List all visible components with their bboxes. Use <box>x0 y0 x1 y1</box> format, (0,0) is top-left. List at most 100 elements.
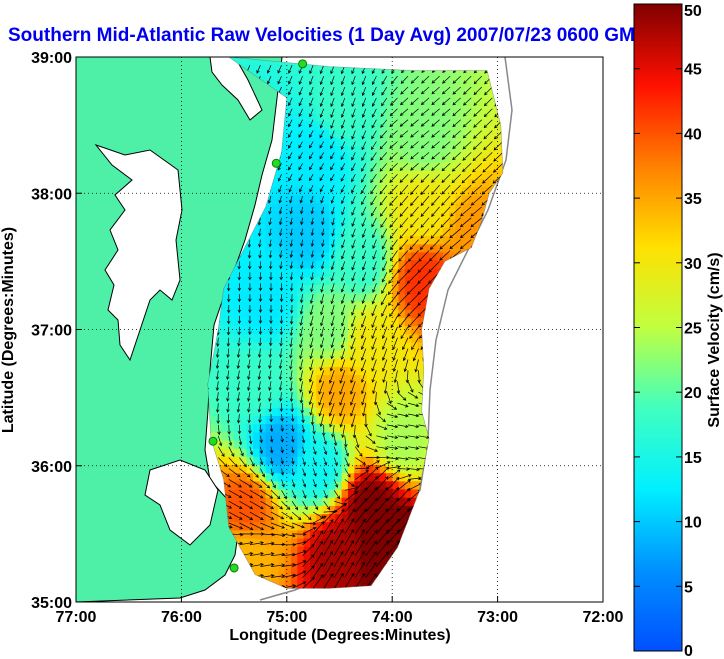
speed-cell <box>291 407 298 416</box>
velocity-arrow <box>217 435 223 447</box>
speed-cell <box>265 480 273 490</box>
velocity-arrow <box>309 348 314 360</box>
velocity-arrow <box>333 490 340 500</box>
speed-cell <box>322 186 330 196</box>
speed-cell <box>303 145 311 155</box>
speed-cell <box>310 488 317 498</box>
speed-cell <box>493 112 501 122</box>
velocity-arrow <box>344 435 348 448</box>
speed-cell <box>234 317 241 326</box>
speed-cell <box>366 407 374 416</box>
speed-cell <box>246 521 254 531</box>
speed-cell <box>310 382 317 392</box>
speed-cell <box>341 448 349 457</box>
velocity-arrow <box>399 163 409 171</box>
speed-cell <box>246 439 254 449</box>
speed-cell <box>303 578 311 588</box>
velocity-arrow <box>372 283 377 293</box>
speed-cell <box>316 227 324 237</box>
speed-cell <box>347 505 355 515</box>
velocity-arrow <box>330 184 335 193</box>
velocity-arrow <box>420 119 430 127</box>
speed-cell <box>272 268 279 277</box>
speed-cell <box>354 448 362 457</box>
speed-cell <box>253 251 260 261</box>
speed-cell <box>474 96 482 106</box>
speed-cell <box>316 88 324 98</box>
speed-cell <box>442 186 450 196</box>
velocity-arrow <box>321 228 325 237</box>
speed-cell <box>221 390 229 400</box>
speed-cell <box>303 358 311 367</box>
speed-cell <box>379 513 387 523</box>
velocity-arrow <box>399 228 409 239</box>
speed-cell <box>329 145 336 155</box>
speed-cell <box>354 382 362 392</box>
speed-cell <box>341 292 349 302</box>
speed-cell <box>329 497 336 506</box>
speed-cell <box>392 235 400 245</box>
speed-cell <box>373 358 381 367</box>
speed-cell <box>373 284 381 294</box>
velocity-arrow <box>350 370 356 384</box>
speed-cell <box>316 211 324 220</box>
speed-cell <box>221 349 229 359</box>
velocity-arrow <box>331 239 335 248</box>
velocity-arrow <box>441 97 451 106</box>
speed-cell <box>297 227 305 237</box>
velocity-arrow <box>259 457 264 466</box>
velocity-arrow <box>407 446 420 450</box>
speed-cell <box>303 72 311 81</box>
speed-cell <box>398 227 406 237</box>
speed-cell <box>436 219 444 228</box>
velocity-arrow <box>341 424 346 439</box>
speed-cell <box>442 145 450 155</box>
velocity-arrow <box>319 337 325 349</box>
speed-cell <box>265 390 273 400</box>
velocity-arrow <box>298 86 303 96</box>
speed-cell <box>423 96 431 106</box>
velocity-arrow <box>398 250 409 262</box>
speed-cell <box>366 137 374 147</box>
velocity-arrow <box>302 576 315 589</box>
speed-cell <box>461 211 469 220</box>
speed-cell <box>360 170 368 179</box>
speed-cell <box>322 153 330 163</box>
velocity-arrow <box>365 446 378 452</box>
speed-cell <box>284 423 292 433</box>
speed-cell <box>221 480 229 490</box>
speed-cell <box>253 358 260 367</box>
speed-cell <box>297 399 305 408</box>
speed-cell <box>272 219 279 228</box>
speed-cell <box>278 186 286 196</box>
speed-cell <box>284 219 292 228</box>
speed-cell <box>360 480 368 490</box>
speed-cell <box>329 202 336 212</box>
velocity-arrow <box>382 370 388 383</box>
map-plot-area <box>75 56 604 603</box>
speed-cell <box>347 546 355 555</box>
speed-cell <box>354 480 362 490</box>
speed-cell <box>423 145 431 155</box>
speed-cell <box>310 570 317 580</box>
velocity-arrow <box>299 304 304 315</box>
velocity-arrow <box>249 479 263 488</box>
speed-cell <box>366 284 374 294</box>
speed-cell <box>373 423 381 433</box>
velocity-arrow <box>310 195 314 204</box>
velocity-arrow <box>248 315 252 325</box>
speed-cell <box>234 341 241 351</box>
speed-cell <box>265 497 273 506</box>
speed-cell <box>329 529 336 539</box>
speed-cell <box>360 456 368 465</box>
velocity-arrow <box>380 293 388 306</box>
speed-cell <box>373 80 381 89</box>
speed-cell <box>284 170 292 179</box>
speed-cell <box>284 129 292 138</box>
velocity-arrow <box>309 152 314 160</box>
velocity-arrow <box>257 359 262 370</box>
speed-cell <box>404 104 412 114</box>
speed-cell <box>240 284 248 294</box>
speed-cell <box>430 121 437 130</box>
speed-cell <box>284 587 292 589</box>
